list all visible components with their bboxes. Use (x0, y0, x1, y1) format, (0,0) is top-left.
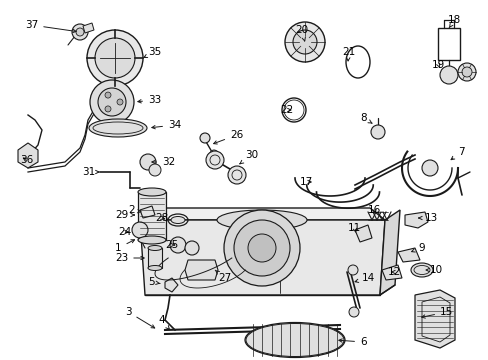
Circle shape (461, 67, 471, 77)
Ellipse shape (171, 216, 184, 224)
Polygon shape (354, 225, 371, 242)
Polygon shape (184, 260, 218, 280)
Circle shape (105, 106, 111, 112)
Text: 27: 27 (215, 270, 231, 283)
Text: 28: 28 (155, 213, 168, 223)
Ellipse shape (244, 323, 345, 357)
Circle shape (292, 30, 316, 54)
Text: 29: 29 (115, 210, 134, 220)
Text: 17: 17 (299, 177, 313, 187)
Text: 19: 19 (431, 60, 445, 70)
Text: 35: 35 (143, 47, 161, 58)
Circle shape (439, 66, 457, 84)
Circle shape (234, 220, 289, 276)
Circle shape (457, 63, 475, 81)
Circle shape (170, 237, 185, 253)
Text: 7: 7 (450, 147, 464, 160)
Circle shape (132, 222, 148, 238)
Text: 10: 10 (425, 265, 442, 275)
Polygon shape (404, 212, 427, 228)
Polygon shape (381, 265, 401, 280)
Polygon shape (83, 23, 94, 33)
Text: 31: 31 (82, 167, 99, 177)
Polygon shape (414, 290, 454, 348)
Circle shape (72, 24, 88, 40)
Polygon shape (379, 210, 399, 295)
Text: 12: 12 (387, 267, 401, 277)
Circle shape (87, 30, 142, 86)
Circle shape (209, 150, 218, 158)
Text: 8: 8 (359, 113, 371, 123)
Circle shape (421, 160, 437, 176)
Text: 5: 5 (148, 277, 160, 287)
Text: 36: 36 (20, 155, 33, 165)
Text: 2: 2 (128, 205, 141, 215)
Text: 16: 16 (367, 205, 381, 215)
Circle shape (347, 265, 357, 275)
Circle shape (285, 22, 325, 62)
Text: 13: 13 (418, 213, 437, 223)
Circle shape (105, 92, 111, 98)
Text: 20: 20 (294, 25, 307, 41)
Circle shape (95, 38, 135, 78)
Ellipse shape (148, 246, 162, 251)
Text: 18: 18 (447, 15, 460, 28)
Text: 32: 32 (152, 157, 175, 167)
Ellipse shape (138, 188, 165, 196)
Polygon shape (164, 278, 178, 292)
Circle shape (224, 210, 299, 286)
Circle shape (205, 151, 224, 169)
Bar (148, 248, 162, 268)
Circle shape (149, 164, 161, 176)
Text: 1: 1 (115, 240, 134, 253)
Text: 6: 6 (338, 337, 366, 347)
Text: 26: 26 (213, 130, 243, 144)
Bar (138, 192, 165, 240)
Circle shape (200, 133, 209, 143)
Polygon shape (18, 143, 38, 168)
Text: 14: 14 (354, 273, 374, 283)
Polygon shape (397, 248, 419, 262)
Text: 22: 22 (280, 105, 293, 115)
Text: 34: 34 (152, 120, 181, 130)
Circle shape (117, 99, 123, 105)
Circle shape (98, 88, 126, 116)
Polygon shape (140, 206, 155, 218)
Text: 33: 33 (138, 95, 161, 105)
Ellipse shape (138, 236, 165, 244)
Ellipse shape (217, 210, 306, 230)
Text: 37: 37 (25, 20, 76, 33)
Text: 30: 30 (239, 150, 258, 164)
Circle shape (184, 241, 199, 255)
Text: 24: 24 (118, 227, 131, 237)
Text: 11: 11 (347, 223, 361, 233)
Ellipse shape (148, 266, 162, 270)
Text: 21: 21 (341, 47, 354, 61)
Circle shape (370, 125, 384, 139)
Polygon shape (140, 220, 384, 295)
Ellipse shape (410, 263, 432, 277)
Circle shape (227, 166, 245, 184)
Circle shape (76, 28, 84, 36)
Text: 15: 15 (421, 307, 452, 318)
Circle shape (90, 80, 134, 124)
Polygon shape (140, 208, 384, 220)
Bar (437, 28, 459, 60)
Ellipse shape (89, 119, 147, 137)
Circle shape (348, 307, 358, 317)
Text: 23: 23 (115, 253, 144, 263)
Text: 9: 9 (411, 243, 424, 253)
Text: 25: 25 (164, 240, 178, 250)
Text: 4: 4 (158, 315, 169, 329)
Circle shape (247, 234, 275, 262)
Circle shape (140, 154, 156, 170)
Text: 3: 3 (125, 307, 154, 328)
